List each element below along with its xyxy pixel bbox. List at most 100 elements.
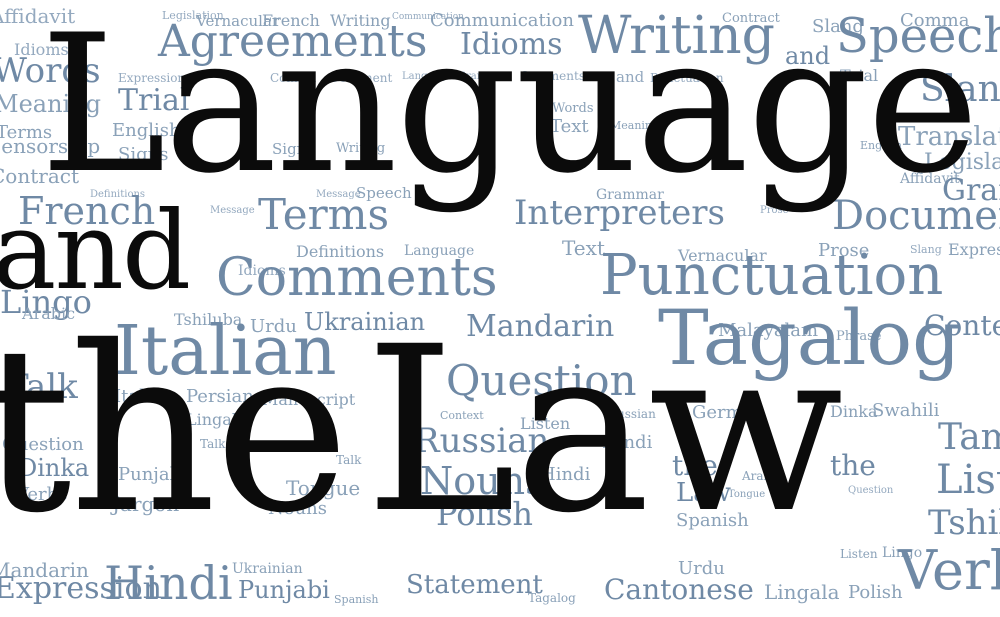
cloud-word: Tagalog <box>528 591 576 605</box>
cloud-word: Tamil <box>938 417 1000 458</box>
cloud-word: Lingala <box>764 580 840 604</box>
cloud-word: Slang <box>920 69 1000 110</box>
cloud-word: Persian <box>186 386 254 407</box>
cloud-word: Idioms <box>238 263 286 279</box>
cloud-word: Expression <box>118 71 186 85</box>
cloud-word: Signs <box>118 144 169 165</box>
cloud-word: Dinka <box>18 454 90 482</box>
cloud-word: Listen <box>840 547 878 561</box>
cloud-word: Meaning <box>610 119 660 132</box>
cloud-word: Grammar <box>458 71 507 82</box>
cloud-word: Trial <box>840 66 879 85</box>
cloud-word: Italian <box>114 386 173 407</box>
cloud-word: Talk <box>336 453 362 467</box>
cloud-word: Slang <box>812 16 864 37</box>
cloud-word: Idioms <box>14 40 69 59</box>
cloud-word: Swahili <box>872 400 940 421</box>
cloud-word: Language <box>402 71 453 82</box>
cloud-word: Hindi <box>104 556 233 610</box>
cloud-word: Definitions <box>296 242 385 261</box>
cloud-word: Affidavit <box>900 171 960 187</box>
cloud-word: Nouns <box>268 498 328 519</box>
cloud-word: Legislation <box>162 9 224 22</box>
cloud-word: Writing <box>330 11 391 30</box>
cloud-word: Language <box>404 243 475 259</box>
cloud-word: Speech <box>836 8 1000 64</box>
cloud-word: Text <box>550 116 589 137</box>
cloud-word: Manuscript <box>262 390 356 409</box>
cloud-word: Verbs <box>16 484 68 505</box>
title-word-and: and <box>0 189 191 314</box>
cloud-word: Context <box>440 409 484 422</box>
cloud-word: Communication <box>392 12 464 22</box>
cloud-word: Tagalog <box>658 293 961 382</box>
cloud-word: Message <box>210 205 255 216</box>
cloud-word: Lingo <box>882 545 923 561</box>
cloud-word: Cantonese <box>604 573 754 606</box>
cloud-word: Censorship <box>0 134 101 158</box>
cloud-word: Signs <box>272 140 315 158</box>
cloud-word: Polish <box>436 495 533 533</box>
cloud-word: Tshiluba <box>928 503 1000 543</box>
cloud-word: Spanish <box>334 593 379 606</box>
cloud-word: Agreements <box>158 16 428 67</box>
cloud-word: Writing <box>578 6 775 66</box>
cloud-word: Verbs <box>898 539 1000 602</box>
cloud-word: Speech <box>356 184 412 202</box>
cloud-word: Russian <box>414 421 550 461</box>
cloud-word: Terms <box>258 190 390 239</box>
cloud-word: Contract <box>0 164 79 188</box>
cloud-word: Affidavit <box>0 4 76 28</box>
cloud-word: Prose <box>818 240 870 261</box>
cloud-word: and <box>616 68 645 86</box>
cloud-word: German <box>692 402 766 423</box>
cloud-word: Question <box>2 434 84 455</box>
cloud-word: Comments <box>520 69 585 83</box>
cloud-word: Punctuation <box>600 243 944 308</box>
cloud-word: Phrase <box>836 329 882 344</box>
cloud-word: Ukrainian <box>232 561 303 577</box>
cloud-word: Document <box>330 71 393 85</box>
cloud-word: Lingo <box>0 283 92 321</box>
cloud-word: Words <box>552 101 594 116</box>
cloud-word: Comments <box>216 248 498 308</box>
cloud-word: Comma <box>900 10 970 31</box>
cloud-word: Meaning <box>0 90 102 118</box>
cloud-word: Polish <box>848 582 903 603</box>
cloud-word: Contract <box>722 11 780 26</box>
cloud-word: Mandarin <box>466 309 615 344</box>
cloud-word: Russian <box>608 407 656 421</box>
cloud-word: Punctuation <box>650 71 724 85</box>
cloud-word: Ukrainian <box>304 308 426 336</box>
cloud-word: Expression <box>0 571 162 606</box>
cloud-word: Italian <box>114 312 337 391</box>
cloud-word: Talk <box>6 367 78 407</box>
cloud-word: Listen <box>936 457 1000 503</box>
cloud-word: Expression <box>948 240 1000 259</box>
cloud-word: Translation <box>898 122 1000 152</box>
cloud-word: Prose <box>760 205 789 216</box>
cloud-word: Comma <box>270 71 317 85</box>
cloud-word: Terms <box>0 122 53 143</box>
cloud-word: Text <box>562 236 605 260</box>
cloud-word: Nouns <box>420 459 545 503</box>
cloud-word: Vernacular <box>196 12 280 30</box>
cloud-word: English <box>112 120 181 141</box>
cloud-word: Legislation <box>924 150 1000 175</box>
cloud-word: Arabic <box>742 469 782 483</box>
cloud-word: Grammar <box>942 173 1000 208</box>
cloud-word: Listen <box>520 414 571 433</box>
cloud-word: Lingala <box>186 410 247 429</box>
cloud-word: Tongue <box>728 489 766 500</box>
cloud-word: Slang <box>910 243 942 256</box>
cloud-word: English <box>860 139 902 152</box>
cloud-word: Malayalam <box>718 320 819 341</box>
cloud-word: Definitions <box>90 189 146 200</box>
cloud-word: Hindi <box>602 432 653 453</box>
cloud-word: Context <box>924 309 1000 342</box>
cloud-word: Question <box>446 356 637 405</box>
cloud-word: Message <box>316 189 361 200</box>
cloud-word: Urdu <box>250 316 297 337</box>
cloud-word: Question <box>848 485 894 496</box>
